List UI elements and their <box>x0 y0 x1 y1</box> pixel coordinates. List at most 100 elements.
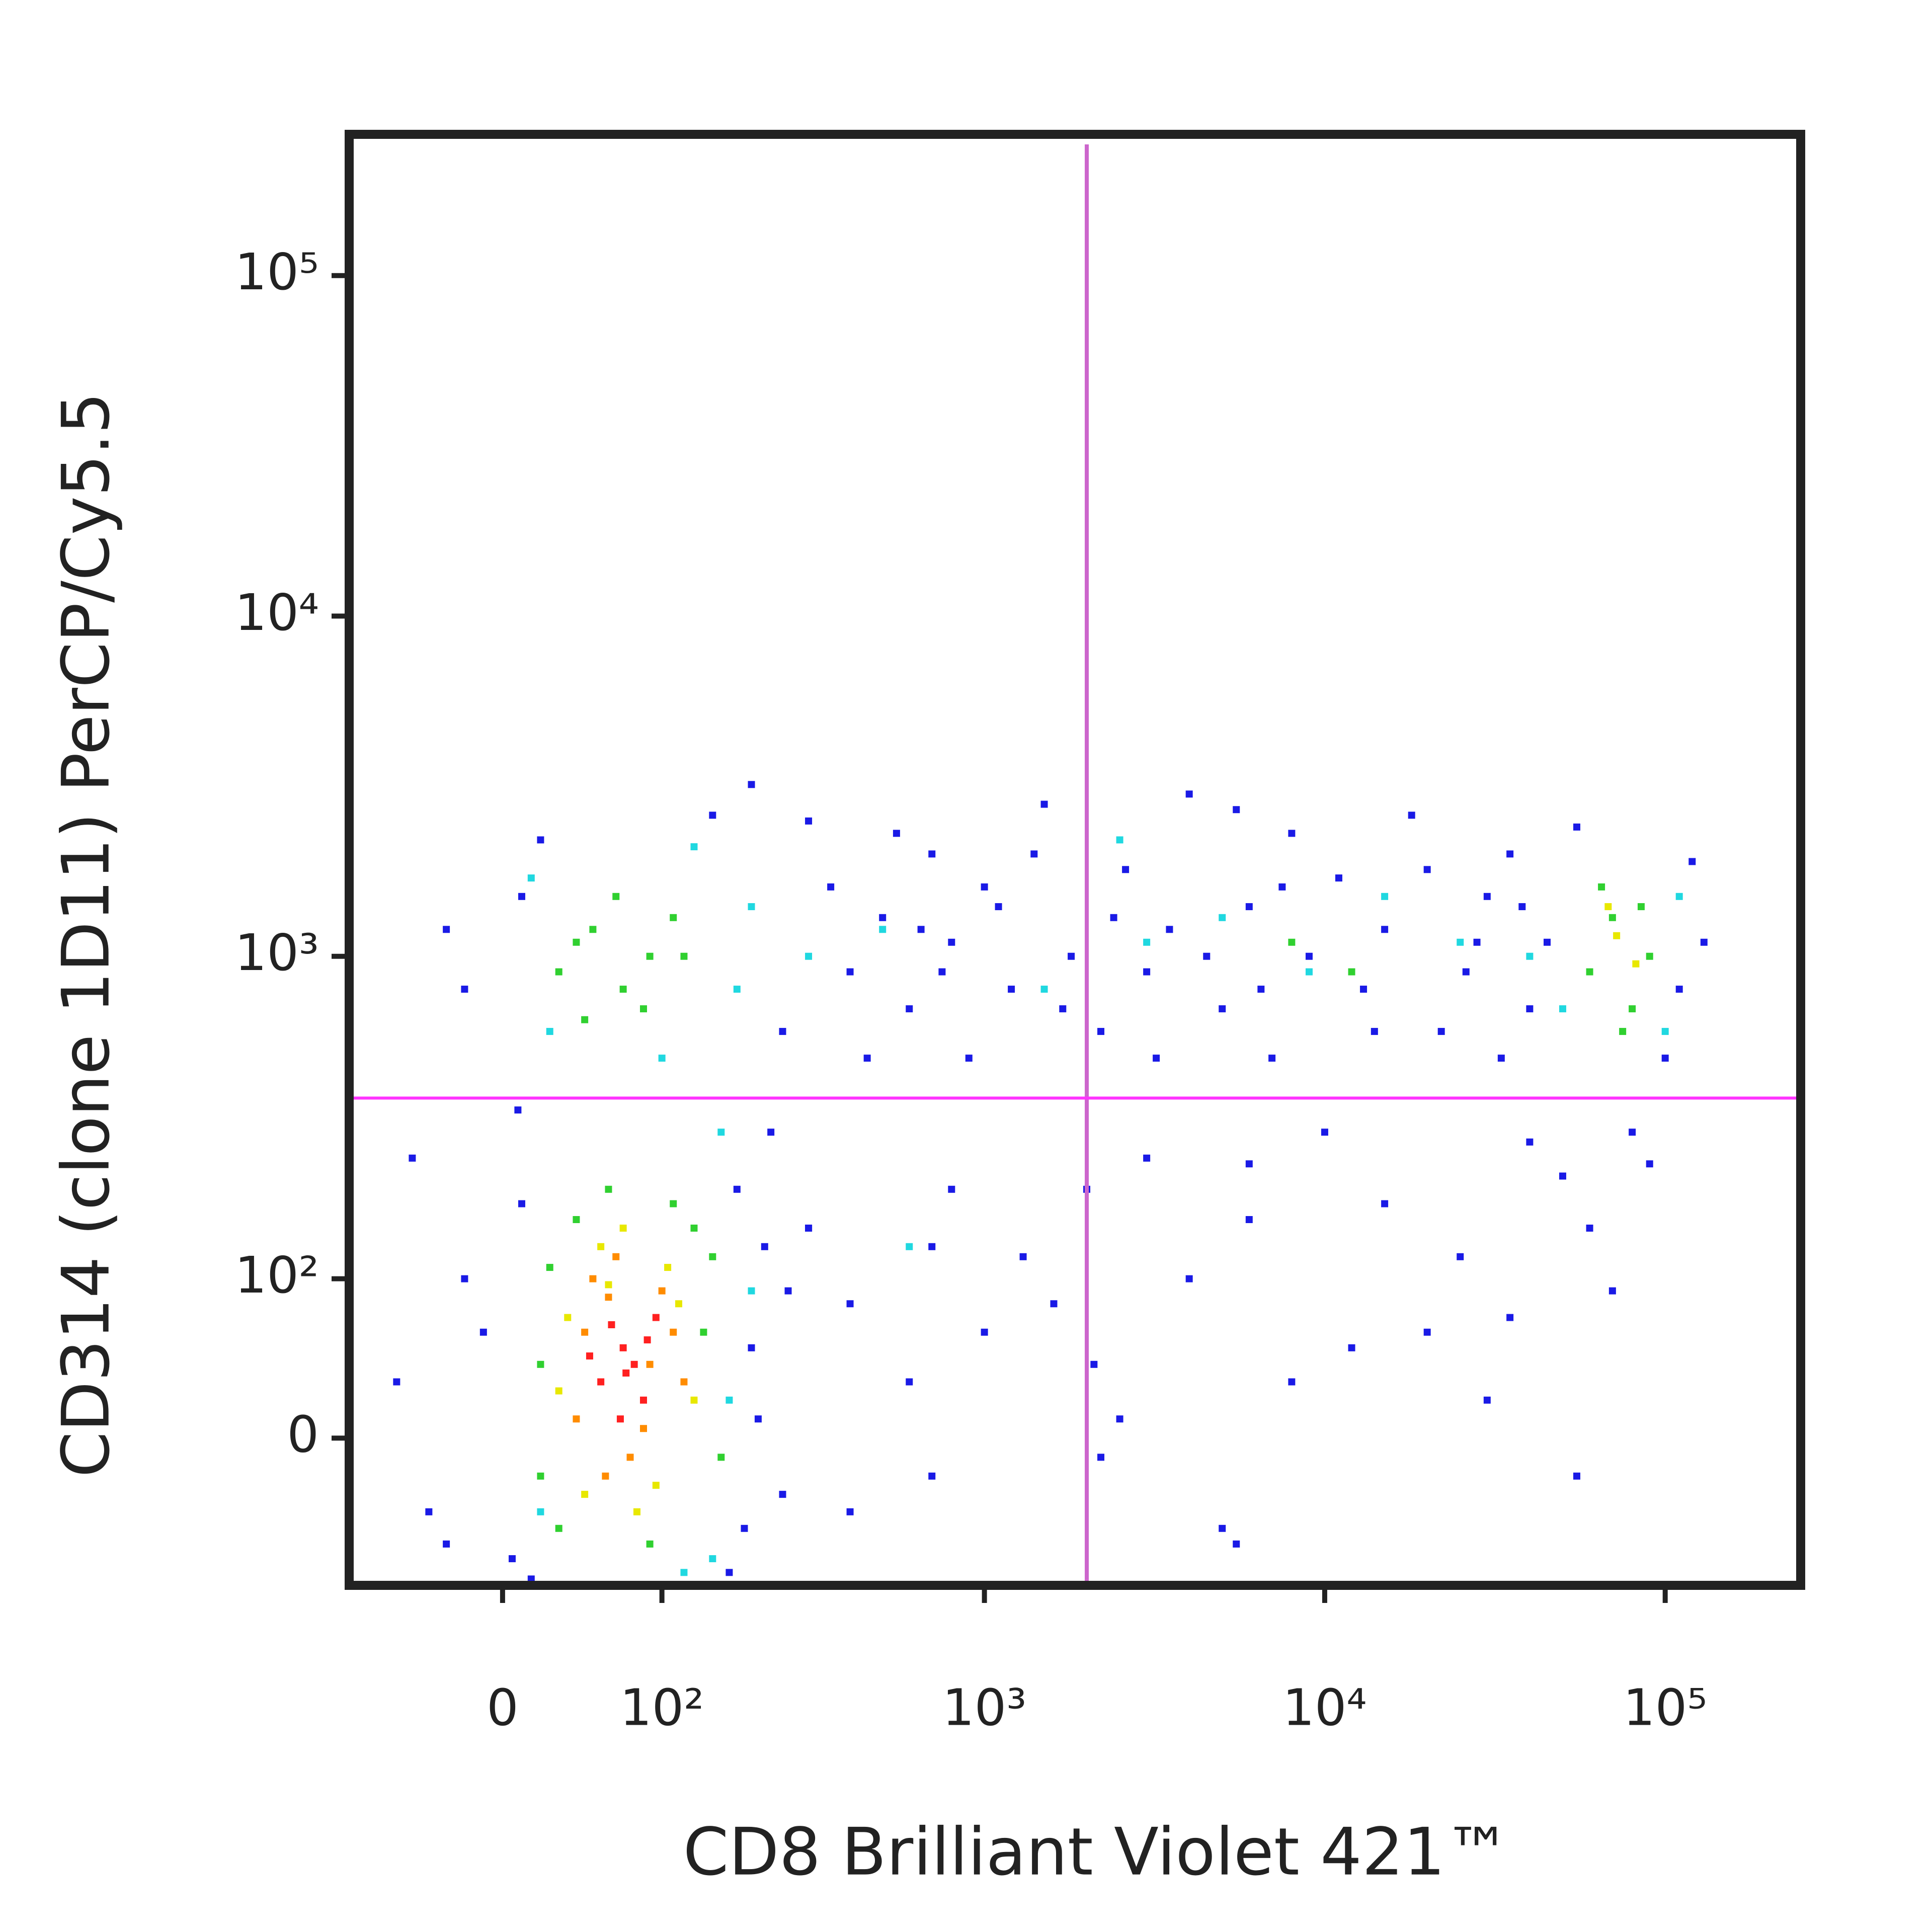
cell-dot <box>1040 800 1048 808</box>
cell-dot <box>1233 806 1240 814</box>
cell-dot <box>643 1336 651 1344</box>
cell-dot <box>1166 926 1173 933</box>
cell-dot <box>733 1185 741 1193</box>
cell-dot <box>639 1396 647 1404</box>
cell-dot <box>827 883 835 891</box>
cell-dot <box>1203 952 1211 960</box>
cell-dot <box>546 1028 553 1035</box>
cell-dot <box>1050 1300 1058 1308</box>
cell-dot <box>1245 1160 1253 1168</box>
cell-dot <box>581 1016 589 1023</box>
cell-dot <box>1116 1415 1123 1423</box>
cell-dot <box>1245 903 1253 911</box>
cell-dot <box>1090 1360 1098 1368</box>
cell-dot <box>1629 1129 1636 1136</box>
cell-dot <box>700 1328 707 1336</box>
cell-dot <box>1632 960 1640 968</box>
cell-dot <box>479 1328 487 1336</box>
cell-dot <box>784 1287 792 1295</box>
x-tick-label: 10⁴ <box>1282 1678 1366 1737</box>
y-axis-label: CD314 (clone 1D11) PerCP/Cy5.5 <box>48 392 124 1478</box>
cell-dot <box>1408 812 1415 819</box>
cell-dot <box>555 1387 562 1395</box>
cell-dot <box>938 968 946 976</box>
cell-dot <box>726 1569 733 1576</box>
cell-dot <box>733 986 741 993</box>
cell-dot <box>1457 938 1464 946</box>
cell-dot <box>1219 1005 1226 1013</box>
cell-dot <box>527 1575 535 1583</box>
cell-dot <box>461 986 468 993</box>
cell-dot <box>1185 790 1193 798</box>
cell-dot <box>1019 1253 1027 1260</box>
y-tick-label: 10⁵ <box>235 243 319 301</box>
cell-dot <box>425 1508 433 1515</box>
cell-dot <box>537 1472 544 1480</box>
cell-dot <box>409 1154 416 1162</box>
cell-dot <box>1462 968 1470 976</box>
cell-dot <box>1613 932 1621 939</box>
cell-dot <box>1608 1287 1616 1295</box>
cell-dot <box>537 1508 544 1515</box>
cell-dot <box>537 1360 544 1368</box>
cell-dot <box>1143 968 1151 976</box>
y-tick-label: 10² <box>235 1246 319 1305</box>
cell-dot <box>1305 952 1313 960</box>
cell-dot <box>1288 1378 1296 1386</box>
cell-dot <box>518 1200 525 1208</box>
cell-dot <box>1661 1055 1669 1062</box>
cell-dot <box>1526 1138 1534 1146</box>
cell-dot <box>1040 986 1048 993</box>
cell-dot <box>805 1224 813 1232</box>
cell-dot <box>1700 938 1708 946</box>
cell-dot <box>608 1321 615 1329</box>
cell-dot <box>748 1344 755 1351</box>
cell-dot <box>846 1300 854 1308</box>
cell-dot <box>1423 866 1431 873</box>
cell-dot <box>928 1243 936 1250</box>
cell-dot <box>639 1425 647 1432</box>
cell-dot <box>709 1555 716 1563</box>
cell-dot <box>537 836 544 844</box>
cell-dot <box>717 1129 725 1136</box>
cell-dot <box>622 1369 630 1377</box>
cell-dot <box>1008 986 1015 993</box>
cell-dot <box>1675 893 1683 900</box>
cell-dot <box>1559 1005 1566 1013</box>
x-tick-label: 10² <box>620 1678 704 1737</box>
cell-dot <box>1219 914 1226 921</box>
cell-dot <box>1381 893 1389 900</box>
cell-dot <box>1360 986 1367 993</box>
cell-dot <box>741 1524 748 1532</box>
cell-dot <box>1608 914 1616 921</box>
cell-dot <box>1661 1028 1669 1035</box>
cell-dot <box>1068 952 1075 960</box>
cell-dot <box>646 1360 654 1368</box>
cell-dot <box>879 926 887 933</box>
cell-dot <box>1637 903 1645 911</box>
cell-dot <box>906 1005 913 1013</box>
y-tick-label: 0 <box>287 1405 319 1464</box>
cell-dot <box>652 1314 660 1321</box>
cell-dot <box>995 903 1002 911</box>
cell-dot <box>846 968 854 976</box>
cell-dot <box>1219 1524 1226 1532</box>
cell-dot <box>555 968 562 976</box>
cell-dot <box>1526 1005 1534 1013</box>
cell-dot <box>605 1294 612 1301</box>
cell-dot <box>670 914 677 921</box>
cell-dot <box>1483 893 1491 900</box>
cell-dot <box>1257 986 1265 993</box>
cell-dot <box>658 1055 666 1062</box>
cell-dot <box>879 914 887 921</box>
cell-dot <box>709 812 716 819</box>
cell-dot <box>1497 1055 1505 1062</box>
cell-dot <box>1688 858 1696 865</box>
cell-dot <box>616 1415 624 1423</box>
cell-dot <box>639 1005 647 1013</box>
cell-dot <box>1268 1055 1276 1062</box>
cell-dot <box>573 1415 580 1423</box>
plot-frame <box>345 130 1805 1590</box>
cell-dot <box>1559 1172 1566 1180</box>
